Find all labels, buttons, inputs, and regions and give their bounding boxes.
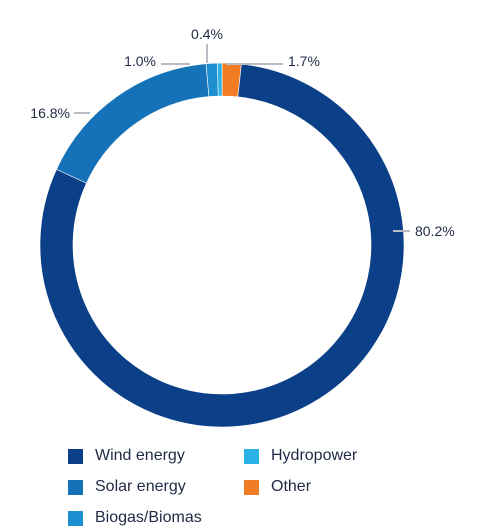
chart-slices: [39, 62, 405, 428]
legend-swatch-biogas-biomas: [68, 510, 83, 526]
legend-item-hydropower: Hydropower: [244, 444, 404, 468]
legend-label-other: Other: [271, 478, 312, 495]
legend-item-solar-energy: Solar energy: [68, 475, 244, 499]
chart-legend: Wind energy Hydropower Solar energy Other Bi…: [68, 444, 404, 530]
slice-solar-energy: [56, 63, 210, 184]
legend-swatch-wind-energy: [68, 448, 83, 464]
legend-swatch-other: [244, 479, 259, 495]
legend-label-solar-energy: Solar energy: [95, 478, 186, 495]
donut-chart: 80.2% 16.8% 1.0% 0.4% 1.7%: [30, 26, 455, 428]
data-label-biogas-biomas: 1.0%: [124, 53, 156, 69]
data-label-wind-energy: 80.2%: [415, 223, 455, 239]
chart-value-labels: 80.2% 16.8% 1.0% 0.4% 1.7%: [30, 26, 454, 239]
legend-swatch-hydropower: [244, 448, 259, 464]
data-label-solar-energy: 16.8%: [30, 105, 70, 121]
slice-hydropower: [217, 62, 223, 97]
legend-label-biogas-biomas: Biogas/Biomas: [95, 509, 202, 526]
slice-wind-energy: [39, 63, 405, 428]
data-label-other: 1.7%: [288, 53, 320, 69]
legend-item-biogas-biomas: Biogas/Biomas: [68, 506, 244, 530]
legend-label-wind-energy: Wind energy: [95, 447, 185, 464]
legend-item-wind-energy: Wind energy: [68, 444, 244, 468]
data-label-hydropower: 0.4%: [191, 26, 223, 42]
legend-item-other: Other: [244, 475, 404, 499]
legend-label-hydropower: Hydropower: [271, 447, 358, 464]
legend-swatch-solar-energy: [68, 479, 83, 495]
